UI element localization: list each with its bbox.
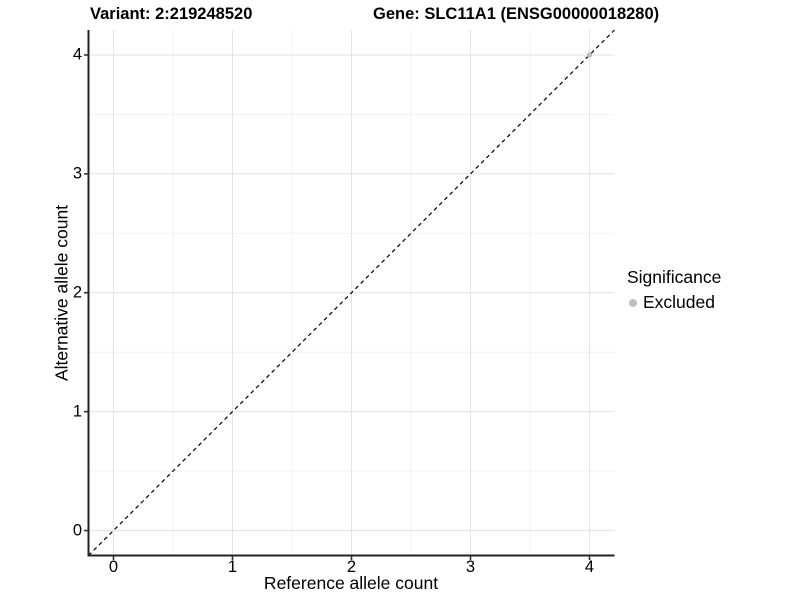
y-tick-label: 3: [72, 164, 82, 183]
identity-line: [88, 29, 615, 556]
x-tick-label: 0: [108, 558, 119, 576]
legend-item-excluded: Excluded: [627, 292, 721, 313]
data-point-excluded: [586, 52, 593, 58]
plot-panel: [84, 29, 615, 560]
excluded-point-icon: [629, 298, 637, 307]
legend: Significance Excluded: [627, 267, 721, 313]
y-tick-label: 4: [72, 45, 82, 64]
y-tick-label: 1: [72, 402, 82, 421]
x-tick-label: 1: [227, 558, 238, 576]
variant-title: Variant: 2:219248520: [90, 5, 253, 23]
y-tick-label: 2: [72, 283, 82, 302]
legend-item-label: Excluded: [643, 292, 715, 312]
legend-title: Significance: [627, 267, 722, 287]
x-tick-label: 4: [584, 558, 595, 576]
gene-title: Gene: SLC11A1 (ENSG00000018280): [373, 5, 660, 23]
x-axis-title: Reference allele count: [263, 573, 439, 593]
x-tick-label: 2: [346, 558, 357, 576]
x-tick-label: 3: [465, 558, 476, 576]
y-tick-label: 0: [72, 521, 82, 540]
